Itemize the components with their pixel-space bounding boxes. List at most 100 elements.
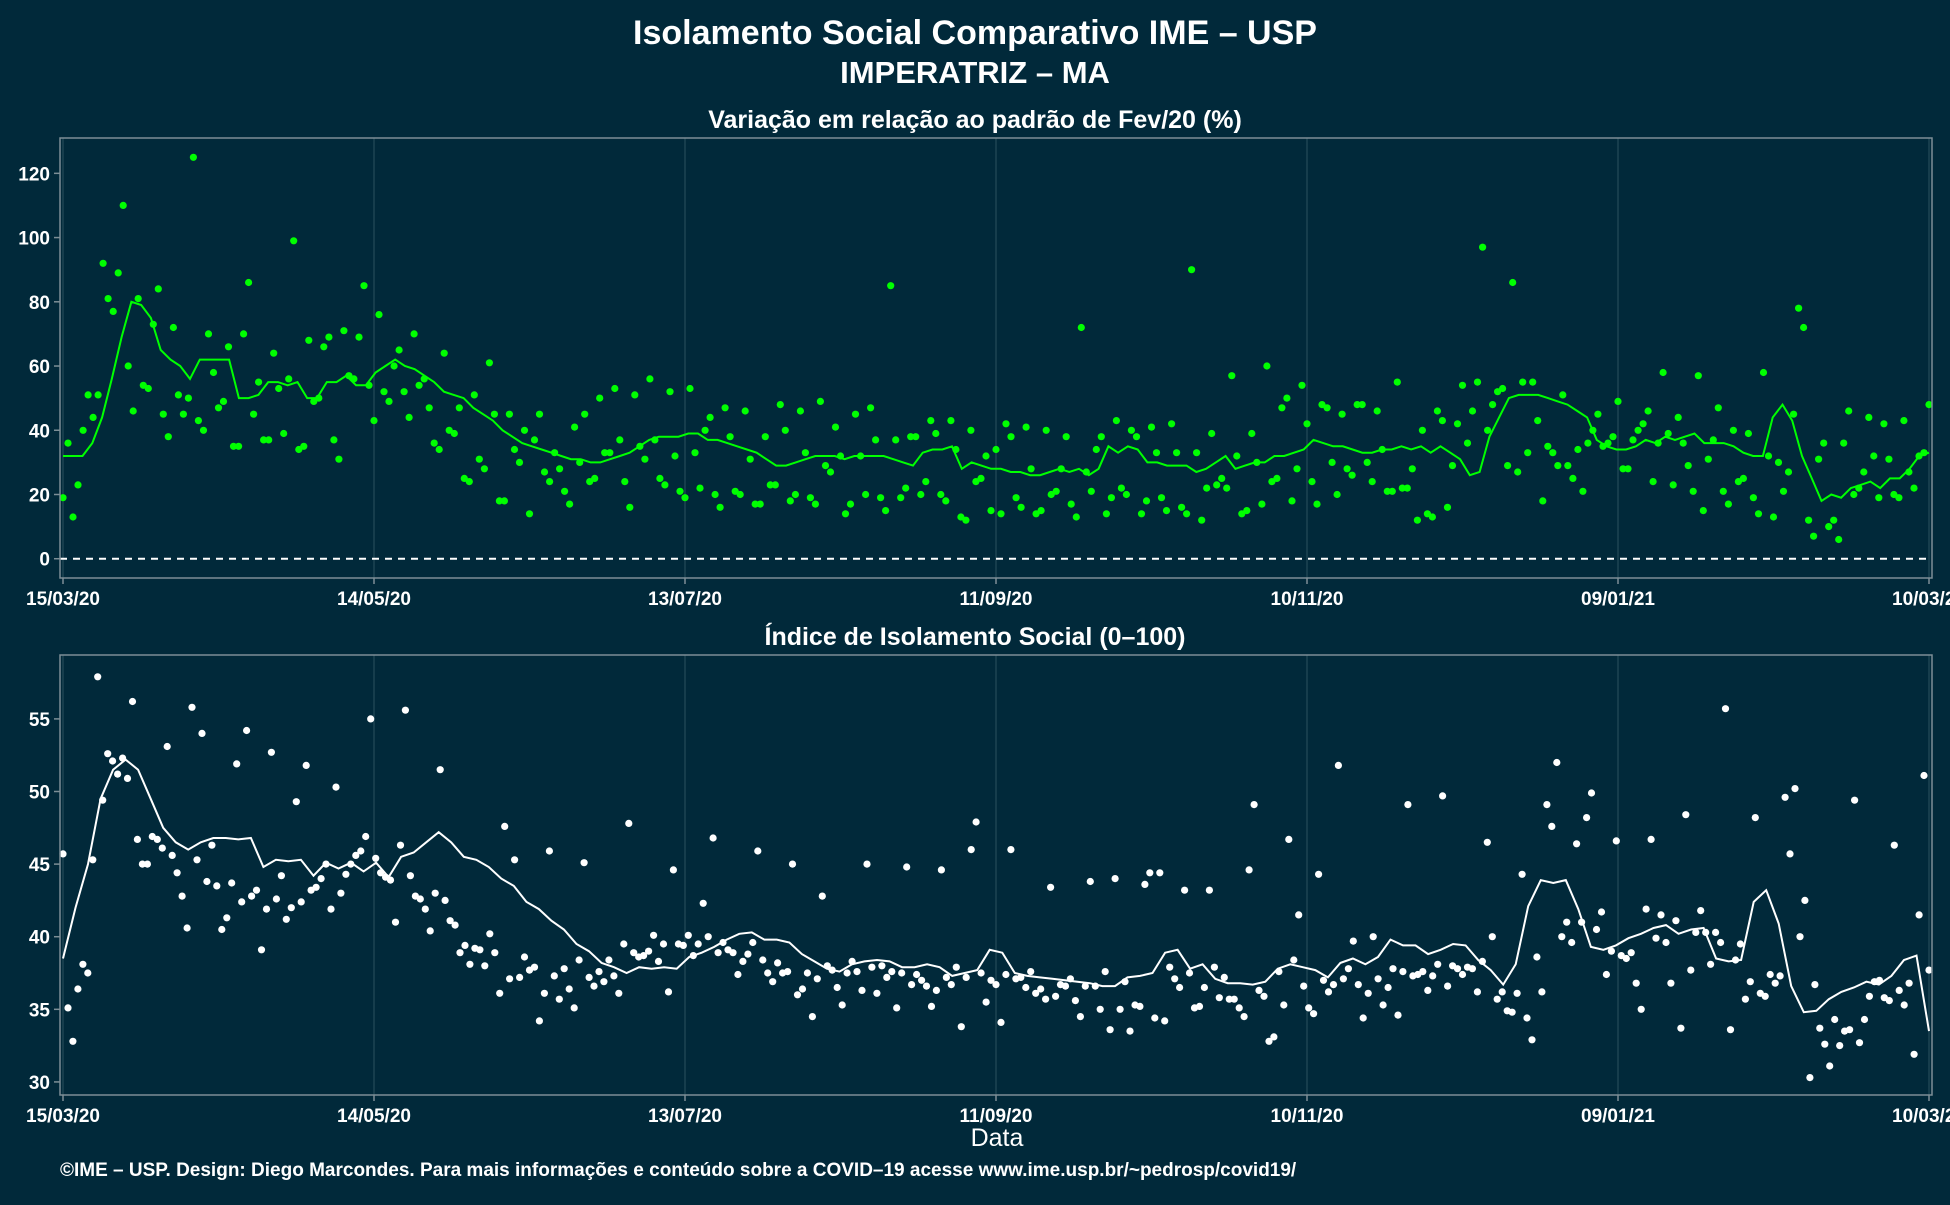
data-point — [292, 798, 300, 806]
data-point — [1579, 487, 1587, 495]
data-point — [997, 510, 1005, 518]
data-point — [347, 860, 355, 868]
data-point — [59, 494, 67, 502]
data-point — [466, 960, 474, 968]
data-point — [1629, 436, 1637, 444]
data-point — [1875, 494, 1883, 502]
data-point — [270, 349, 278, 357]
data-point — [1116, 1005, 1124, 1013]
data-point — [1117, 484, 1125, 492]
data-point — [746, 455, 754, 463]
data-point — [1102, 510, 1110, 518]
data-point — [485, 359, 493, 367]
data-point — [235, 442, 243, 450]
x-tick-label: 09/01/21 — [1581, 589, 1655, 610]
data-point — [510, 856, 519, 864]
data-point — [1389, 965, 1397, 973]
data-point — [476, 946, 484, 954]
data-point — [1800, 323, 1808, 332]
data-point — [1925, 966, 1933, 974]
data-point — [1198, 516, 1206, 524]
data-point — [877, 494, 885, 502]
data-point — [641, 455, 649, 463]
data-point — [1374, 975, 1382, 983]
data-point — [530, 963, 539, 971]
data-point — [952, 963, 960, 971]
data-point — [1662, 938, 1670, 947]
data-point — [786, 497, 794, 505]
data-point — [262, 905, 271, 913]
data-point — [1791, 785, 1799, 793]
data-point — [1801, 896, 1809, 905]
y-tick-label: 30 — [29, 1073, 50, 1094]
data-point — [1865, 413, 1873, 421]
data-point — [245, 278, 253, 287]
data-point — [441, 896, 449, 905]
data-point — [1260, 992, 1268, 1000]
data-point — [335, 455, 343, 463]
data-point — [932, 429, 940, 438]
data-point — [1534, 417, 1542, 425]
data-point — [1499, 384, 1507, 393]
data-point — [1112, 417, 1120, 425]
data-point — [1007, 433, 1015, 441]
data-point — [606, 449, 614, 457]
data-point — [89, 413, 97, 421]
data-point — [596, 394, 604, 402]
data-point — [229, 442, 238, 450]
data-point — [917, 490, 925, 499]
data-point — [1359, 1014, 1367, 1022]
data-point — [1086, 877, 1094, 886]
data-point — [1543, 801, 1551, 809]
data-point — [781, 426, 789, 434]
data-point — [275, 384, 283, 393]
data-point — [1619, 465, 1627, 473]
data-point — [480, 465, 488, 473]
data-point — [1707, 960, 1715, 968]
data-point — [654, 957, 663, 966]
data-point — [1549, 449, 1557, 457]
data-point — [1205, 886, 1213, 894]
data-point — [1453, 965, 1462, 973]
data-point — [696, 484, 704, 492]
data-point — [1687, 966, 1695, 974]
data-point — [1047, 883, 1055, 891]
x-tick-label: 10/03/21 — [1892, 589, 1950, 610]
data-point — [1007, 846, 1015, 854]
data-point — [679, 941, 687, 950]
data-point — [1002, 970, 1010, 979]
x-tick-label: 11/09/20 — [960, 589, 1033, 610]
data-point — [1250, 801, 1258, 809]
data-point — [1453, 420, 1462, 428]
data-point — [826, 468, 835, 476]
data-point — [257, 946, 266, 954]
data-point — [1647, 835, 1655, 844]
data-point — [1248, 429, 1256, 438]
data-point — [178, 892, 186, 900]
data-point — [893, 1004, 901, 1012]
data-point — [741, 407, 749, 415]
data-point — [1200, 983, 1208, 992]
data-point — [1152, 449, 1161, 457]
data-point — [1168, 420, 1176, 428]
data-point — [208, 841, 216, 849]
data-point — [676, 487, 684, 495]
data-point — [922, 982, 931, 990]
data-point — [1821, 1040, 1829, 1048]
data-point — [1273, 474, 1281, 482]
data-point — [240, 330, 248, 338]
data-point — [1176, 983, 1184, 992]
data-point — [1384, 983, 1392, 992]
data-point — [709, 834, 717, 842]
data-point — [426, 927, 434, 935]
data-point — [1037, 985, 1045, 993]
data-point — [784, 968, 792, 976]
data-point — [535, 410, 544, 418]
data-point — [446, 917, 454, 925]
data-point — [1208, 429, 1216, 438]
data-point — [669, 866, 678, 874]
data-point — [143, 860, 151, 868]
data-point — [1081, 982, 1089, 990]
data-point — [600, 978, 608, 986]
footer-credit: ©IME – USP. Design: Diego Marcondes. Par… — [60, 1160, 1297, 1181]
